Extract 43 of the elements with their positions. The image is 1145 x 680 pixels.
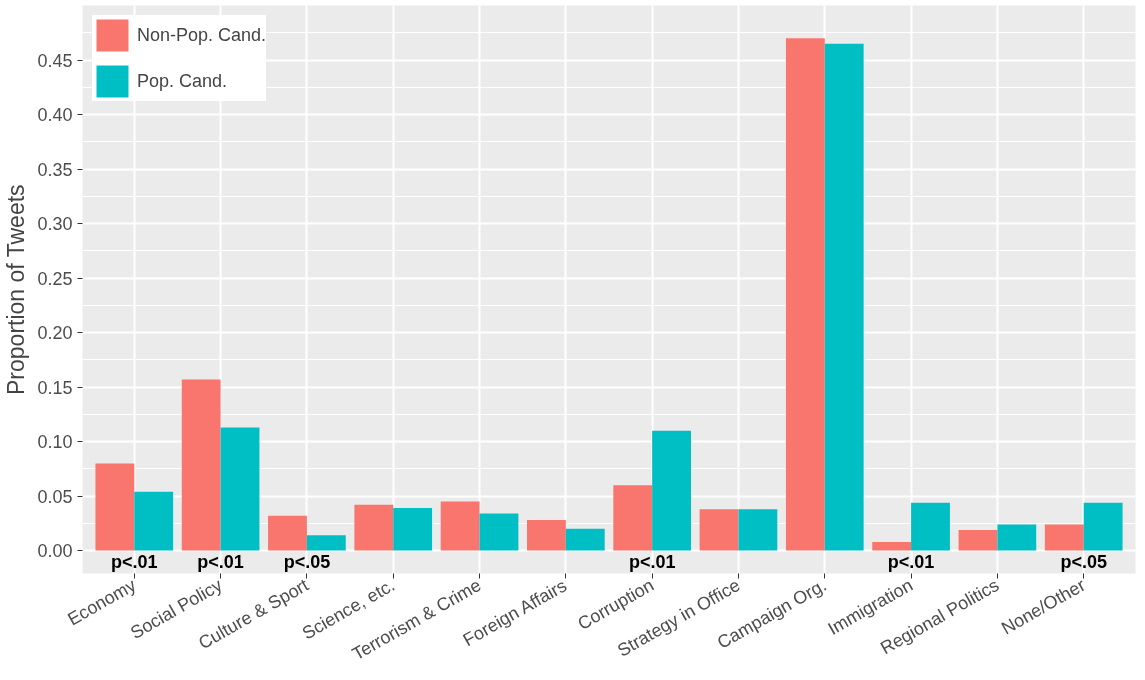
y-axis-title: Proportion of Tweets — [3, 184, 30, 395]
y-tick-label: 0.45 — [37, 50, 73, 71]
y-tick-label: 0.00 — [37, 541, 73, 562]
bar — [872, 541, 912, 551]
y-tick-label: 0.35 — [37, 159, 73, 180]
y-tick-label: 0.10 — [37, 432, 73, 453]
bar — [699, 509, 739, 551]
legend-label: Pop. Cand. — [137, 70, 228, 92]
bar — [527, 520, 566, 551]
bar — [958, 529, 998, 551]
bar — [911, 502, 950, 551]
bar — [738, 509, 778, 551]
bar — [565, 528, 605, 551]
legend-label: Non-Pop. Cand. — [137, 24, 267, 46]
annotation: p<.01 — [197, 551, 244, 572]
y-tick-label: 0.25 — [37, 268, 73, 289]
bar — [134, 491, 174, 551]
bar — [95, 463, 135, 551]
bar — [393, 508, 433, 551]
annotation: p<.01 — [628, 551, 676, 572]
bar — [785, 38, 825, 551]
y-tick-label: 0.05 — [37, 486, 73, 507]
bar — [306, 535, 346, 551]
annotation: p<.01 — [111, 551, 158, 572]
bar — [1044, 524, 1084, 551]
bar — [824, 43, 864, 551]
bar — [479, 513, 519, 551]
bar — [613, 485, 653, 551]
annotation: p<.01 — [887, 551, 935, 572]
y-tick-label: 0.20 — [37, 323, 73, 344]
bar — [220, 427, 260, 551]
annotation: p<.05 — [1060, 551, 1107, 572]
y-tick-label: 0.30 — [37, 214, 73, 235]
bar — [354, 504, 394, 551]
y-tick-label: 0.40 — [37, 105, 73, 126]
bar — [181, 379, 221, 551]
bar — [1083, 502, 1123, 551]
bar — [997, 524, 1037, 551]
bar — [440, 501, 480, 551]
bar — [652, 430, 691, 551]
annotation: p<.05 — [283, 551, 331, 572]
bar — [268, 515, 307, 551]
y-tick-label: 0.15 — [37, 377, 73, 398]
